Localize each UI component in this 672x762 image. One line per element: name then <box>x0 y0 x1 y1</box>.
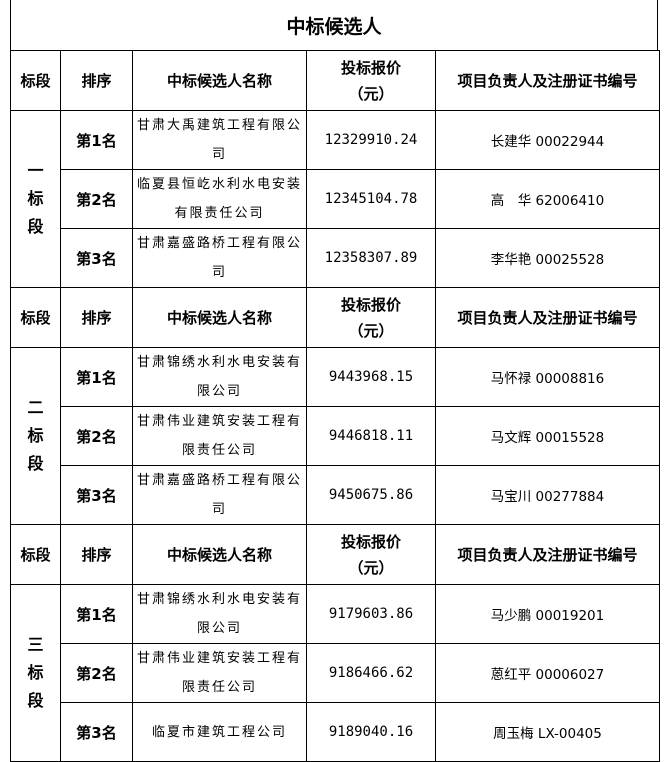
header-segment: 标段 <box>10 524 61 585</box>
rank: 第3名 <box>60 228 133 288</box>
header-candidate-name: 中标候选人名称 <box>132 287 307 348</box>
bid-price: 12329910.24 <box>306 110 436 170</box>
segment-label: 三标段 <box>10 584 61 762</box>
rank: 第3名 <box>60 465 133 525</box>
bid-price: 9179603.86 <box>306 584 436 644</box>
candidate-name: 甘肃伟业建筑安装工程有限责任公司 <box>132 643 307 703</box>
segment-label: 一标段 <box>10 110 61 288</box>
rank: 第3名 <box>60 702 133 762</box>
candidate-name: 甘肃嘉盛路桥工程有限公司 <box>132 465 307 525</box>
rank: 第1名 <box>60 347 133 407</box>
table-row: 第3名 甘肃嘉盛路桥工程有限公司 9450675.86 马宝川 00277884 <box>11 465 660 525</box>
header-manager: 项目负责人及注册证书编号 <box>435 50 660 111</box>
header-manager: 项目负责人及注册证书编号 <box>435 524 660 585</box>
project-manager: 高 华 62006410 <box>435 169 660 229</box>
candidate-name: 临夏县恒屹水利水电安装有限责任公司 <box>132 169 307 229</box>
rank: 第1名 <box>60 110 133 170</box>
header-rank: 排序 <box>60 524 133 585</box>
rank: 第2名 <box>60 406 133 466</box>
project-manager: 李华艳 00025528 <box>435 228 660 288</box>
table-row: 一标段 第1名 甘肃大禹建筑工程有限公司 12329910.24 长建华 0002294… <box>10 110 660 288</box>
candidate-name: 临夏市建筑工程公司 <box>132 702 307 762</box>
project-manager: 马文辉 00015528 <box>435 406 660 466</box>
header-segment: 标段 <box>10 287 61 348</box>
header-bid-price: 投标报价（元） <box>306 50 436 111</box>
project-manager: 蒽红平 00006027 <box>435 643 660 703</box>
bid-price: 9186466.62 <box>306 643 436 703</box>
bid-price: 9446818.11 <box>306 406 436 466</box>
project-manager: 马宝川 00277884 <box>435 465 660 525</box>
bid-candidates-table: 标段 排序 中标候选人名称 投标报价（元） 项目负责人及注册证书编号 一标段 第1名 甘肃大禹… <box>10 50 660 762</box>
candidate-name: 甘肃锦绣水利水电安装有限公司 <box>132 347 307 407</box>
rank: 第2名 <box>60 169 133 229</box>
bid-price: 9450675.86 <box>306 465 436 525</box>
header-row: 标段 排序 中标候选人名称 投标报价（元） 项目负责人及注册证书编号 <box>10 524 660 585</box>
header-rank: 排序 <box>60 50 133 111</box>
candidate-name: 甘肃嘉盛路桥工程有限公司 <box>132 228 307 288</box>
table-row: 第2名 甘肃伟业建筑安装工程有限责任公司 9186466.62 蒽红平 0000602… <box>11 643 660 703</box>
header-bid-price: 投标报价（元） <box>306 524 436 585</box>
project-manager: 马少鹏 00019201 <box>435 584 660 644</box>
header-rank: 排序 <box>60 287 133 348</box>
header-manager: 项目负责人及注册证书编号 <box>435 287 660 348</box>
segment-label: 二标段 <box>10 347 61 525</box>
bid-price: 12345104.78 <box>306 169 436 229</box>
table-row: 第2名 临夏县恒屹水利水电安装有限责任公司 12345104.78 高 华 62006… <box>11 169 660 229</box>
project-manager: 周玉梅 LX-00405 <box>435 702 660 762</box>
project-manager: 长建华 00022944 <box>435 110 660 170</box>
header-candidate-name: 中标候选人名称 <box>132 524 307 585</box>
rank: 第1名 <box>60 584 133 644</box>
bid-price: 9189040.16 <box>306 702 436 762</box>
header-bid-price: 投标报价（元） <box>306 287 436 348</box>
header-segment: 标段 <box>10 50 61 111</box>
table-row: 三标段 第1名 甘肃锦绣水利水电安装有限公司 9179603.86 马少鹏 000192… <box>10 584 660 762</box>
table-row: 第3名 临夏市建筑工程公司 9189040.16 周玉梅 LX-00405 <box>11 702 660 762</box>
header-row: 标段 排序 中标候选人名称 投标报价（元） 项目负责人及注册证书编号 <box>10 287 660 348</box>
project-manager: 马怀禄 00008816 <box>435 347 660 407</box>
table-row: 第3名 甘肃嘉盛路桥工程有限公司 12358307.89 李华艳 00025528 <box>11 228 660 288</box>
bid-price: 9443968.15 <box>306 347 436 407</box>
table-row: 二标段 第1名 甘肃锦绣水利水电安装有限公司 9443968.15 马怀禄 000088… <box>10 347 660 525</box>
bid-price: 12358307.89 <box>306 228 436 288</box>
candidate-name: 甘肃伟业建筑安装工程有限责任公司 <box>132 406 307 466</box>
candidate-name: 甘肃大禹建筑工程有限公司 <box>132 110 307 170</box>
table-row: 第2名 甘肃伟业建筑安装工程有限责任公司 9446818.11 马文辉 0001552… <box>11 406 660 466</box>
header-row: 标段 排序 中标候选人名称 投标报价（元） 项目负责人及注册证书编号 <box>10 50 660 111</box>
table-title: 中标候选人 <box>10 0 658 50</box>
rank: 第2名 <box>60 643 133 703</box>
header-candidate-name: 中标候选人名称 <box>132 50 307 111</box>
candidate-name: 甘肃锦绣水利水电安装有限公司 <box>132 584 307 644</box>
